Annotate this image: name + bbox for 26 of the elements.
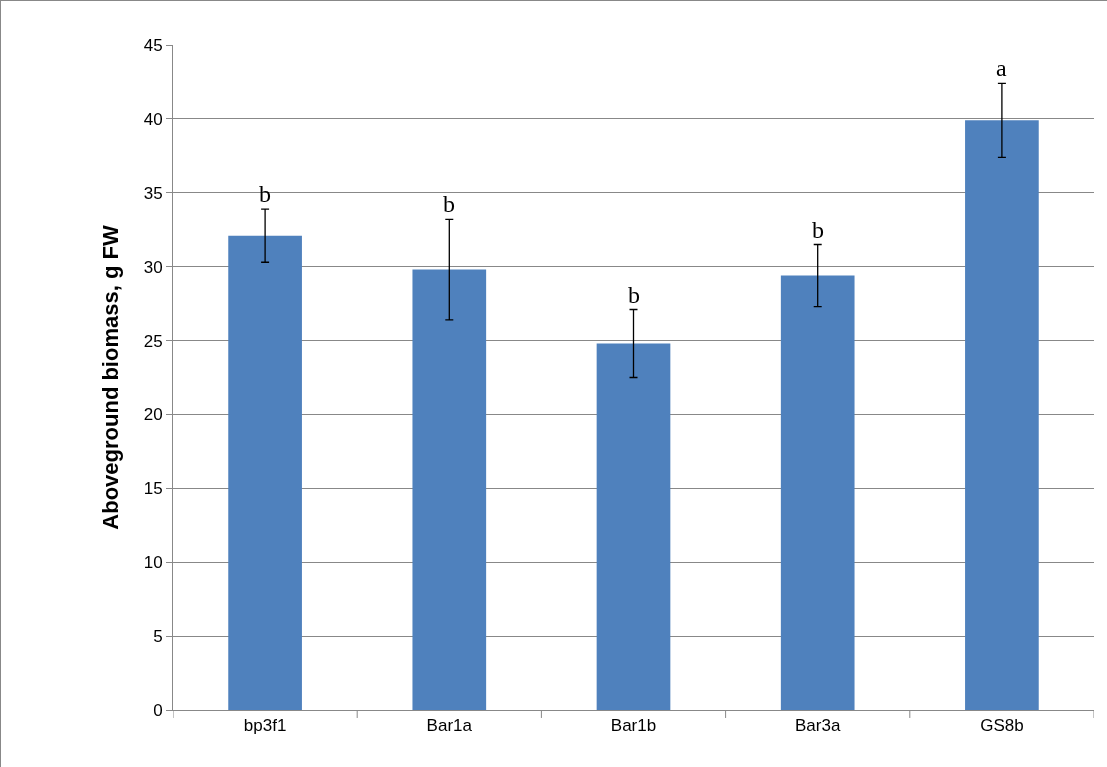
annotation: b <box>259 181 271 207</box>
y-tick-label: 45 <box>143 35 163 55</box>
x-tick-label: Bar3a <box>795 716 841 736</box>
bar <box>780 275 855 710</box>
annotation: b <box>812 217 824 243</box>
y-tick-label: 20 <box>143 405 163 425</box>
y-tick-label: 10 <box>143 553 163 573</box>
annotation: b <box>443 191 455 217</box>
y-tick-label: 40 <box>143 109 163 129</box>
y-tick-label: 25 <box>143 331 163 351</box>
y-tick-label: 5 <box>153 627 163 647</box>
x-tick-label: Bar1a <box>426 716 473 736</box>
bar <box>412 269 487 710</box>
bar <box>228 235 302 710</box>
bar <box>965 120 1039 710</box>
x-tick-label: Bar1b <box>610 716 657 736</box>
y-tick-label: 0 <box>153 700 163 720</box>
x-tick-label: GS8b <box>980 716 1024 736</box>
y-axis-title: Aboveground biomass, g FW <box>98 225 124 530</box>
y-tick-label: 30 <box>143 257 163 277</box>
annotation: b <box>628 282 640 308</box>
x-tick-label: bp3f1 <box>243 716 287 736</box>
y-tick-label: 35 <box>143 183 163 203</box>
annotation: a <box>996 55 1007 81</box>
bar <box>596 343 671 710</box>
y-tick-label: 15 <box>143 479 163 499</box>
